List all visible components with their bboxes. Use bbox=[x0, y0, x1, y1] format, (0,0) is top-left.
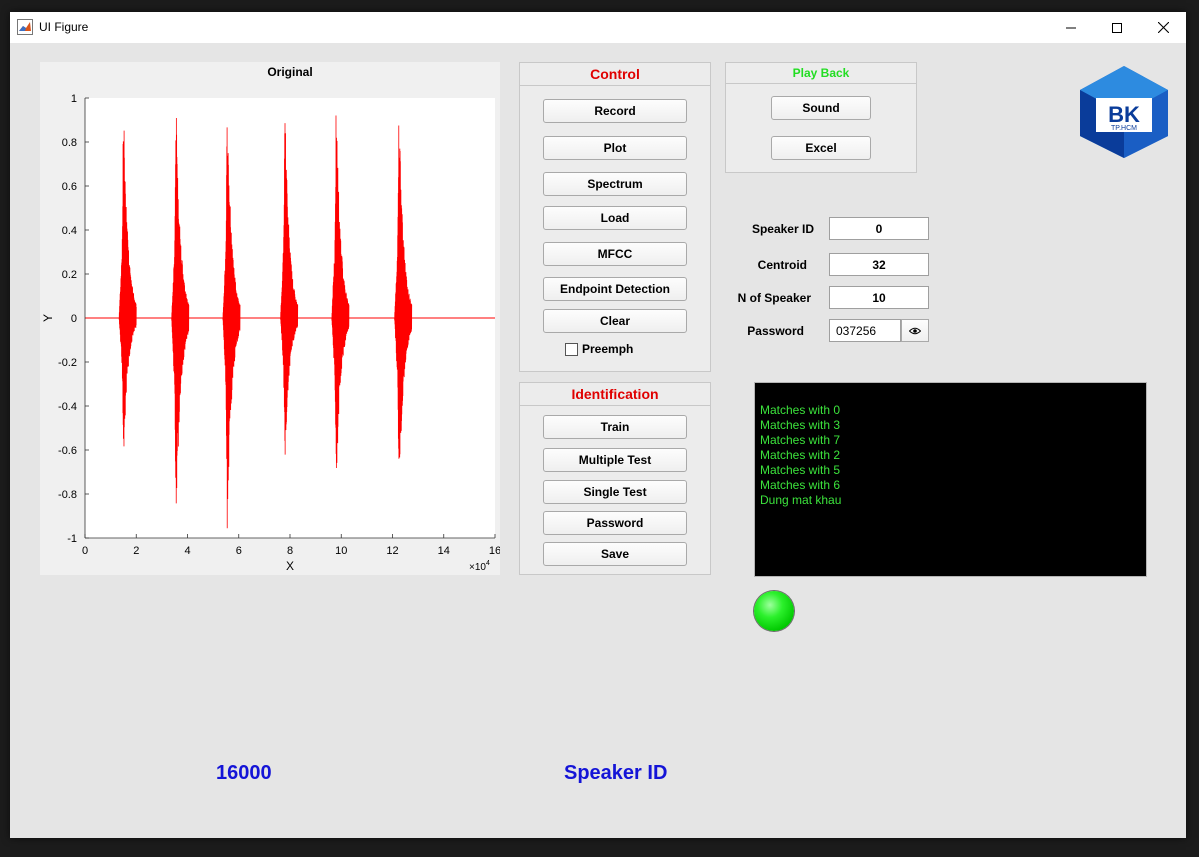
y-tick-label: 0.8 bbox=[62, 137, 77, 149]
identification-panel: Identification Train Multiple Test Singl… bbox=[519, 382, 711, 575]
single-test-button[interactable]: Single Test bbox=[543, 480, 687, 504]
centroid-field[interactable]: 32 bbox=[829, 253, 929, 276]
password-button[interactable]: Password bbox=[543, 511, 687, 535]
excel-button[interactable]: Excel bbox=[771, 136, 871, 160]
console-line: Matches with 0 bbox=[760, 403, 841, 417]
console-line: Dung mat khau bbox=[760, 493, 842, 507]
eye-icon bbox=[909, 327, 921, 334]
waveform-burst bbox=[331, 115, 350, 469]
y-tick-label: -0.6 bbox=[58, 445, 77, 457]
control-panel: Control Record Plot Spectrum Load MFCC E… bbox=[519, 62, 711, 372]
maximize-icon bbox=[1112, 22, 1122, 33]
console-line: Matches with 7 bbox=[760, 433, 841, 447]
x-tick-label: 2 bbox=[133, 545, 139, 557]
control-panel-title: Control bbox=[520, 63, 710, 86]
identification-panel-title: Identification bbox=[520, 383, 710, 406]
x-tick-label: 12 bbox=[386, 545, 398, 557]
console-line: Matches with 3 bbox=[760, 418, 841, 432]
playback-panel-title: Play Back bbox=[726, 63, 916, 84]
speaker-id-label: Speaker ID bbox=[751, 222, 814, 236]
plot-x-multiplier-base: ×10 bbox=[469, 562, 486, 573]
y-tick-label: 0 bbox=[71, 313, 77, 325]
window-title: UI Figure bbox=[39, 20, 89, 34]
plot-button[interactable]: Plot bbox=[543, 136, 687, 160]
output-console[interactable]: Matches with 0 Matches with 3 Matches wi… bbox=[754, 382, 1147, 577]
n-of-speaker-field[interactable]: 10 bbox=[829, 286, 929, 309]
plot-x-multiplier: ×104 bbox=[469, 560, 490, 573]
y-tick-label: 0.6 bbox=[62, 181, 77, 193]
x-tick-label: 4 bbox=[184, 545, 190, 557]
record-button[interactable]: Record bbox=[543, 99, 687, 123]
console-line: Matches with 5 bbox=[760, 463, 841, 477]
password-label: Password bbox=[747, 324, 804, 338]
waveform-burst bbox=[394, 125, 413, 459]
y-tick-label: -0.4 bbox=[58, 401, 77, 413]
y-tick-label: 0.2 bbox=[62, 269, 77, 281]
matlab-icon bbox=[17, 19, 33, 35]
waveform-chart: 1 0.8 0.6 0.4 0.2 0 -0.2 -0.4 -0.6 -0.8 -1 0 2 4 6 8 10… bbox=[41, 65, 500, 573]
multiple-test-button[interactable]: Multiple Test bbox=[543, 448, 687, 472]
plot-title: Original bbox=[267, 65, 312, 79]
x-tick-label: 8 bbox=[287, 545, 293, 557]
load-button[interactable]: Load bbox=[543, 206, 687, 230]
waveform-burst bbox=[118, 130, 137, 447]
x-tick-label: 10 bbox=[335, 545, 347, 557]
spectrum-button[interactable]: Spectrum bbox=[543, 172, 687, 196]
mfcc-button[interactable]: MFCC bbox=[543, 242, 687, 266]
x-tick-label: 0 bbox=[82, 545, 88, 557]
endpoint-detection-button[interactable]: Endpoint Detection bbox=[543, 277, 687, 301]
y-tick-label: -0.8 bbox=[58, 489, 77, 501]
preemph-label: Preemph bbox=[582, 342, 634, 356]
preemph-checkbox[interactable] bbox=[565, 343, 578, 356]
maximize-button[interactable] bbox=[1094, 12, 1140, 43]
console-line: Matches with 6 bbox=[760, 478, 841, 492]
y-tick-label: 1 bbox=[71, 93, 77, 105]
password-field[interactable]: 037256 bbox=[829, 319, 901, 342]
bk-logo-text: BK bbox=[1108, 102, 1140, 127]
speaker-id-result-label: Speaker ID bbox=[564, 762, 668, 784]
playback-panel: Play Back Sound Excel bbox=[725, 62, 917, 173]
save-button[interactable]: Save bbox=[543, 542, 687, 566]
y-tick-label: -0.2 bbox=[58, 357, 77, 369]
centroid-label: Centroid bbox=[757, 258, 807, 272]
train-button[interactable]: Train bbox=[543, 415, 687, 439]
plot-x-multiplier-exp: 4 bbox=[486, 560, 490, 567]
waveform-burst bbox=[222, 127, 241, 529]
y-tick-label: 0.4 bbox=[62, 225, 77, 237]
waveform-plot[interactable]: 1 0.8 0.6 0.4 0.2 0 -0.2 -0.4 -0.6 -0.8 -1 0 2 4 6 8 10… bbox=[40, 62, 500, 575]
n-of-speaker-label: N of Speaker bbox=[737, 291, 811, 305]
minimize-button[interactable] bbox=[1048, 12, 1094, 43]
title-bar: UI Figure bbox=[10, 12, 1186, 43]
app-window: UI Figure 1 0.8 0.6 0.4 0.2 0 -0.2 -0.4 -0.6 -0.8… bbox=[10, 12, 1186, 838]
sound-button[interactable]: Sound bbox=[771, 96, 871, 120]
close-button[interactable] bbox=[1140, 12, 1186, 43]
plot-xlabel: X bbox=[286, 559, 294, 573]
waveform-burst bbox=[171, 117, 190, 504]
plot-ylabel: Y bbox=[41, 314, 55, 322]
minimize-icon bbox=[1066, 27, 1076, 28]
x-tick-label: 14 bbox=[438, 545, 450, 557]
close-icon bbox=[1157, 22, 1169, 33]
y-tick-label: -1 bbox=[67, 533, 77, 545]
waveform-burst bbox=[280, 123, 299, 455]
bk-logo-subtext: TP.HCM bbox=[1111, 125, 1137, 132]
status-lamp bbox=[754, 591, 794, 631]
bk-logo: BK TP.HCM bbox=[1080, 66, 1168, 158]
sample-rate-label: 16000 bbox=[216, 762, 272, 784]
speaker-id-field[interactable]: 0 bbox=[829, 217, 929, 240]
x-tick-label: 16 bbox=[489, 545, 500, 557]
clear-button[interactable]: Clear bbox=[543, 309, 687, 333]
show-password-button[interactable] bbox=[901, 319, 929, 342]
x-tick-label: 6 bbox=[236, 545, 242, 557]
console-line: Matches with 2 bbox=[760, 448, 841, 462]
